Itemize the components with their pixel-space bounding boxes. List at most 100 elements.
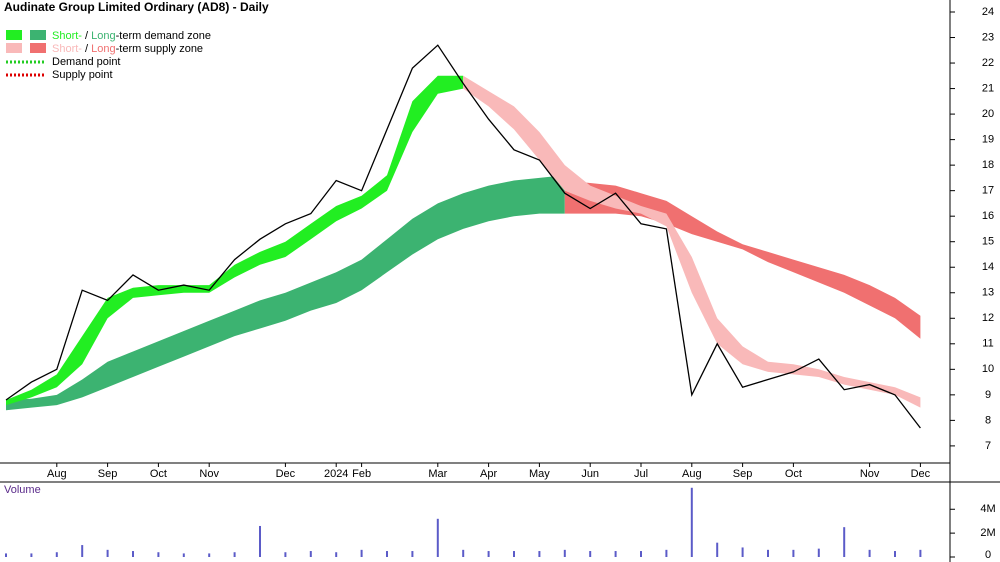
volume-bar (335, 552, 338, 557)
x-tick-label: Feb (352, 468, 371, 480)
volume-bar (589, 551, 592, 557)
volume-label: Volume (4, 484, 41, 496)
x-tick-label: Sep (733, 468, 753, 480)
y-tick-label: 23 (982, 31, 994, 43)
x-tick-label: Oct (785, 468, 802, 480)
y-tick-label: 19 (982, 134, 994, 146)
x-tick-label: Aug (682, 468, 702, 480)
legend-part: Long (91, 30, 115, 42)
legend-entry: Short- / Long-term demand zone (52, 30, 211, 42)
volume-bar (817, 548, 820, 557)
volume-bar (81, 545, 84, 557)
volume-bar (386, 551, 388, 557)
volume-bar (55, 552, 58, 557)
legend-part: -term supply zone (116, 43, 203, 55)
long-term-demand-zone (6, 175, 565, 411)
volume-bar (208, 553, 211, 557)
x-tick-label: Nov (199, 468, 219, 480)
volume-bar (792, 549, 795, 557)
legend-entry: Demand point (52, 56, 121, 68)
volume-bar (868, 549, 871, 557)
legend-part: -term demand zone (116, 30, 211, 42)
x-tick-label: Apr (480, 468, 497, 480)
volume-bar (487, 551, 490, 557)
y-tick-label: 13 (982, 287, 994, 299)
volume-bar (309, 551, 312, 557)
chart-title: Audinate Group Limited Ordinary (AD8) - … (4, 0, 269, 14)
volume-bar (233, 552, 236, 557)
legend-part: Long (91, 43, 115, 55)
volume-bar (259, 525, 261, 557)
y-tick-label: 8 (985, 414, 991, 426)
x-tick-label: Sep (98, 468, 118, 480)
volume-bar (767, 549, 769, 557)
volume-bar (614, 551, 617, 557)
x-tick-label: Dec (276, 468, 296, 480)
volume-bar (741, 547, 744, 557)
legend-part: Short- (52, 30, 82, 42)
legend-swatch (30, 30, 46, 40)
x-tick-label: May (529, 468, 550, 480)
volume-bar (690, 487, 693, 557)
x-tick-label: Dec (911, 468, 931, 480)
price-line (5, 44, 921, 429)
volume-bar (462, 549, 465, 557)
volume-bar (30, 553, 33, 557)
volume-bar (360, 549, 363, 557)
zones (6, 75, 921, 411)
y-tick-label: 18 (982, 159, 994, 171)
legend-part: / (82, 30, 91, 42)
legend-swatch (30, 43, 46, 53)
volume-bar (894, 551, 896, 557)
legend: Short- / Long-term demand zone Short- / … (6, 30, 211, 81)
y-tick-label: 21 (982, 82, 994, 94)
short-term-supply-zone (463, 75, 921, 408)
x-tick-label: Jun (581, 468, 599, 480)
y-tick-label: 14 (982, 261, 994, 273)
volume-bar (284, 552, 287, 557)
volume-bar (563, 549, 566, 557)
volume-bar (640, 551, 642, 557)
legend-swatch (6, 30, 22, 40)
volume-bar (5, 553, 7, 557)
volume-bar (919, 549, 922, 557)
x-tick-label: 2024 (324, 468, 348, 480)
y-tick-label: 10 (982, 363, 994, 375)
legend-part: / (82, 43, 91, 55)
volume-tick-label: 4M (980, 503, 995, 515)
volume-bar (665, 549, 668, 557)
y-tick-label: 17 (982, 185, 994, 197)
volume-tick-label: 0 (985, 549, 991, 561)
y-tick-label: 15 (982, 236, 994, 248)
volume-bar (513, 551, 515, 557)
x-tick-label: Jul (634, 468, 648, 480)
volume-bar (436, 518, 439, 557)
y-tick-label: 9 (985, 389, 991, 401)
y-tick-label: 7 (985, 440, 991, 452)
legend-swatch (6, 43, 22, 53)
volume-bar (106, 549, 109, 557)
x-tick-label: Nov (860, 468, 880, 480)
volume-bar (182, 553, 185, 557)
legend-entry: Short- / Long-term supply zone (52, 43, 203, 55)
volume-bar (411, 551, 414, 557)
legend-entry: Supply point (52, 69, 113, 81)
volume-bar (538, 551, 541, 557)
short-term-demand-zone (6, 75, 464, 406)
volume-bar (843, 527, 846, 557)
x-tick-label: Oct (150, 468, 167, 480)
x-tick-label: Aug (47, 468, 67, 480)
y-tick-label: 12 (982, 312, 994, 324)
x-tick-label: Mar (428, 468, 447, 480)
y-tick-label: 11 (982, 338, 993, 350)
y-tick-label: 24 (982, 6, 994, 18)
y-tick-label: 20 (982, 108, 994, 120)
volume-bar (716, 542, 719, 557)
volume-bar (132, 551, 134, 557)
legend-part: Short- (52, 43, 82, 55)
volume-bar (157, 552, 160, 557)
volume-tick-label: 2M (980, 527, 995, 539)
y-tick-label: 16 (982, 210, 994, 222)
y-tick-label: 22 (982, 57, 994, 69)
